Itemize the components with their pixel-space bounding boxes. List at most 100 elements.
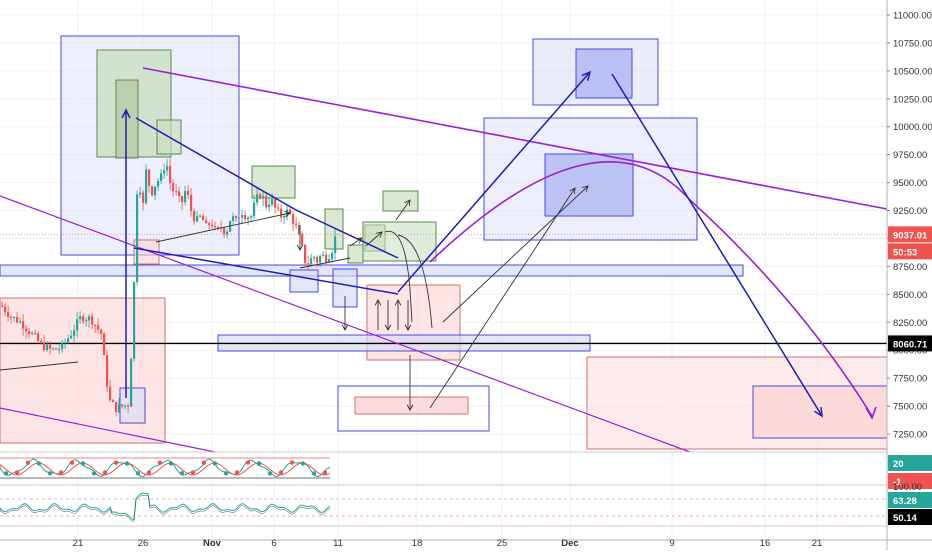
zone-box-blue-small-a[interactable] <box>289 269 319 293</box>
price-tick-label: 9750.00 <box>893 150 927 161</box>
price-tick-label: 8500.00 <box>893 290 927 301</box>
indicator1-dot <box>80 461 86 466</box>
candle <box>187 184 190 199</box>
arrow-thin-a[interactable] <box>155 212 291 243</box>
candle-body <box>58 349 61 351</box>
candle-body <box>214 226 217 228</box>
candle <box>241 209 244 225</box>
candle-body <box>190 194 193 212</box>
indicator1-dot <box>25 460 31 465</box>
zone-box-blue-bottom[interactable] <box>119 387 146 424</box>
candle-body <box>157 180 160 187</box>
price-tick-label: 8750.00 <box>893 262 927 273</box>
wedge-lower-line[interactable] <box>133 247 399 295</box>
candle-body <box>40 340 43 343</box>
candle <box>280 204 283 223</box>
indicator1-dot <box>179 471 185 476</box>
arrow-thin-k-head <box>376 231 383 238</box>
arrow-thin-f[interactable] <box>349 237 363 247</box>
time-tick-label: Dec <box>561 538 578 549</box>
arrow-thin-d[interactable] <box>429 187 576 409</box>
zone-box-green-inner[interactable] <box>115 79 139 159</box>
indicator2-level-badge-bg <box>888 509 932 525</box>
time-tick-label: 21 <box>73 538 84 549</box>
candle <box>115 401 118 417</box>
candle <box>196 211 199 223</box>
candle-body <box>151 186 154 196</box>
candle <box>253 195 256 220</box>
blue-arrow-down-right[interactable] <box>611 73 823 417</box>
candle-body <box>169 165 172 183</box>
arrow-thin-k[interactable] <box>365 231 383 247</box>
zone-box-red-inner[interactable] <box>354 396 469 415</box>
time-tick-label: 9 <box>669 538 674 549</box>
candle-body <box>199 215 202 217</box>
candle <box>103 331 106 356</box>
indicator1-dot <box>300 461 306 466</box>
candle-body <box>295 223 298 226</box>
candle <box>151 185 154 197</box>
arrow-thin-l[interactable] <box>395 199 411 221</box>
indicator2-signal <box>0 494 331 522</box>
candle <box>34 329 37 336</box>
blue-arrow-up-right[interactable] <box>397 71 591 293</box>
support-trendline-b[interactable] <box>0 407 216 453</box>
candle-body <box>301 234 304 245</box>
indicator1-dot <box>36 461 42 466</box>
candle-body <box>52 348 55 350</box>
trendline-short[interactable] <box>0 361 79 371</box>
arrow-curve-a[interactable] <box>384 230 413 323</box>
candle <box>322 250 325 257</box>
arrow-thin-d-head <box>569 187 576 195</box>
candle <box>76 311 79 338</box>
candle-body <box>121 404 124 407</box>
zone-box-blue-outline[interactable] <box>337 385 490 432</box>
indicators <box>0 451 932 527</box>
zone-box-blue-top-inner[interactable] <box>575 48 633 99</box>
zone-box-green-d[interactable] <box>347 244 364 264</box>
arrow-curve-b[interactable] <box>397 234 433 329</box>
zone-box-green-mid[interactable] <box>251 165 296 199</box>
candle <box>13 316 16 322</box>
zone-box-blue-band[interactable] <box>0 264 744 277</box>
candle-body <box>160 173 163 181</box>
trendline-small[interactable] <box>299 257 351 269</box>
price-tick-label: 10750.00 <box>893 38 932 49</box>
candle-body <box>196 216 199 222</box>
candle-body <box>130 358 133 407</box>
candle <box>283 213 286 225</box>
arrow-thin-e[interactable] <box>442 185 589 323</box>
indicator1-dot <box>234 470 240 475</box>
zone-box-green-g[interactable] <box>382 190 419 212</box>
candle <box>223 226 226 239</box>
candle-body <box>91 316 94 325</box>
price-tick-label: 9500.00 <box>893 178 927 189</box>
candle <box>109 380 112 402</box>
price-tick-label: 9250.00 <box>893 206 927 217</box>
candle <box>268 197 271 212</box>
candle-body <box>76 319 79 331</box>
candle <box>235 215 238 222</box>
indicator1-dot <box>267 471 273 476</box>
candle <box>133 281 136 362</box>
candle <box>70 329 73 340</box>
wedge-upper-line[interactable] <box>135 117 399 259</box>
indicator1-dot <box>322 470 328 475</box>
candle <box>10 314 13 324</box>
countdown-badge: 50:53 <box>893 247 917 258</box>
candle <box>22 313 25 337</box>
resistance-trendline[interactable] <box>142 67 888 210</box>
indicator1-dot <box>135 471 141 476</box>
arrowhead <box>581 70 592 81</box>
drawings <box>0 35 888 453</box>
candle-body <box>331 252 334 260</box>
candle-body <box>184 191 187 203</box>
candle <box>301 231 304 247</box>
candle <box>139 186 142 199</box>
candle <box>199 214 202 218</box>
candle <box>274 197 277 214</box>
zone-box-green-f[interactable] <box>362 221 437 262</box>
price-tick-label: 7500.00 <box>893 402 927 413</box>
